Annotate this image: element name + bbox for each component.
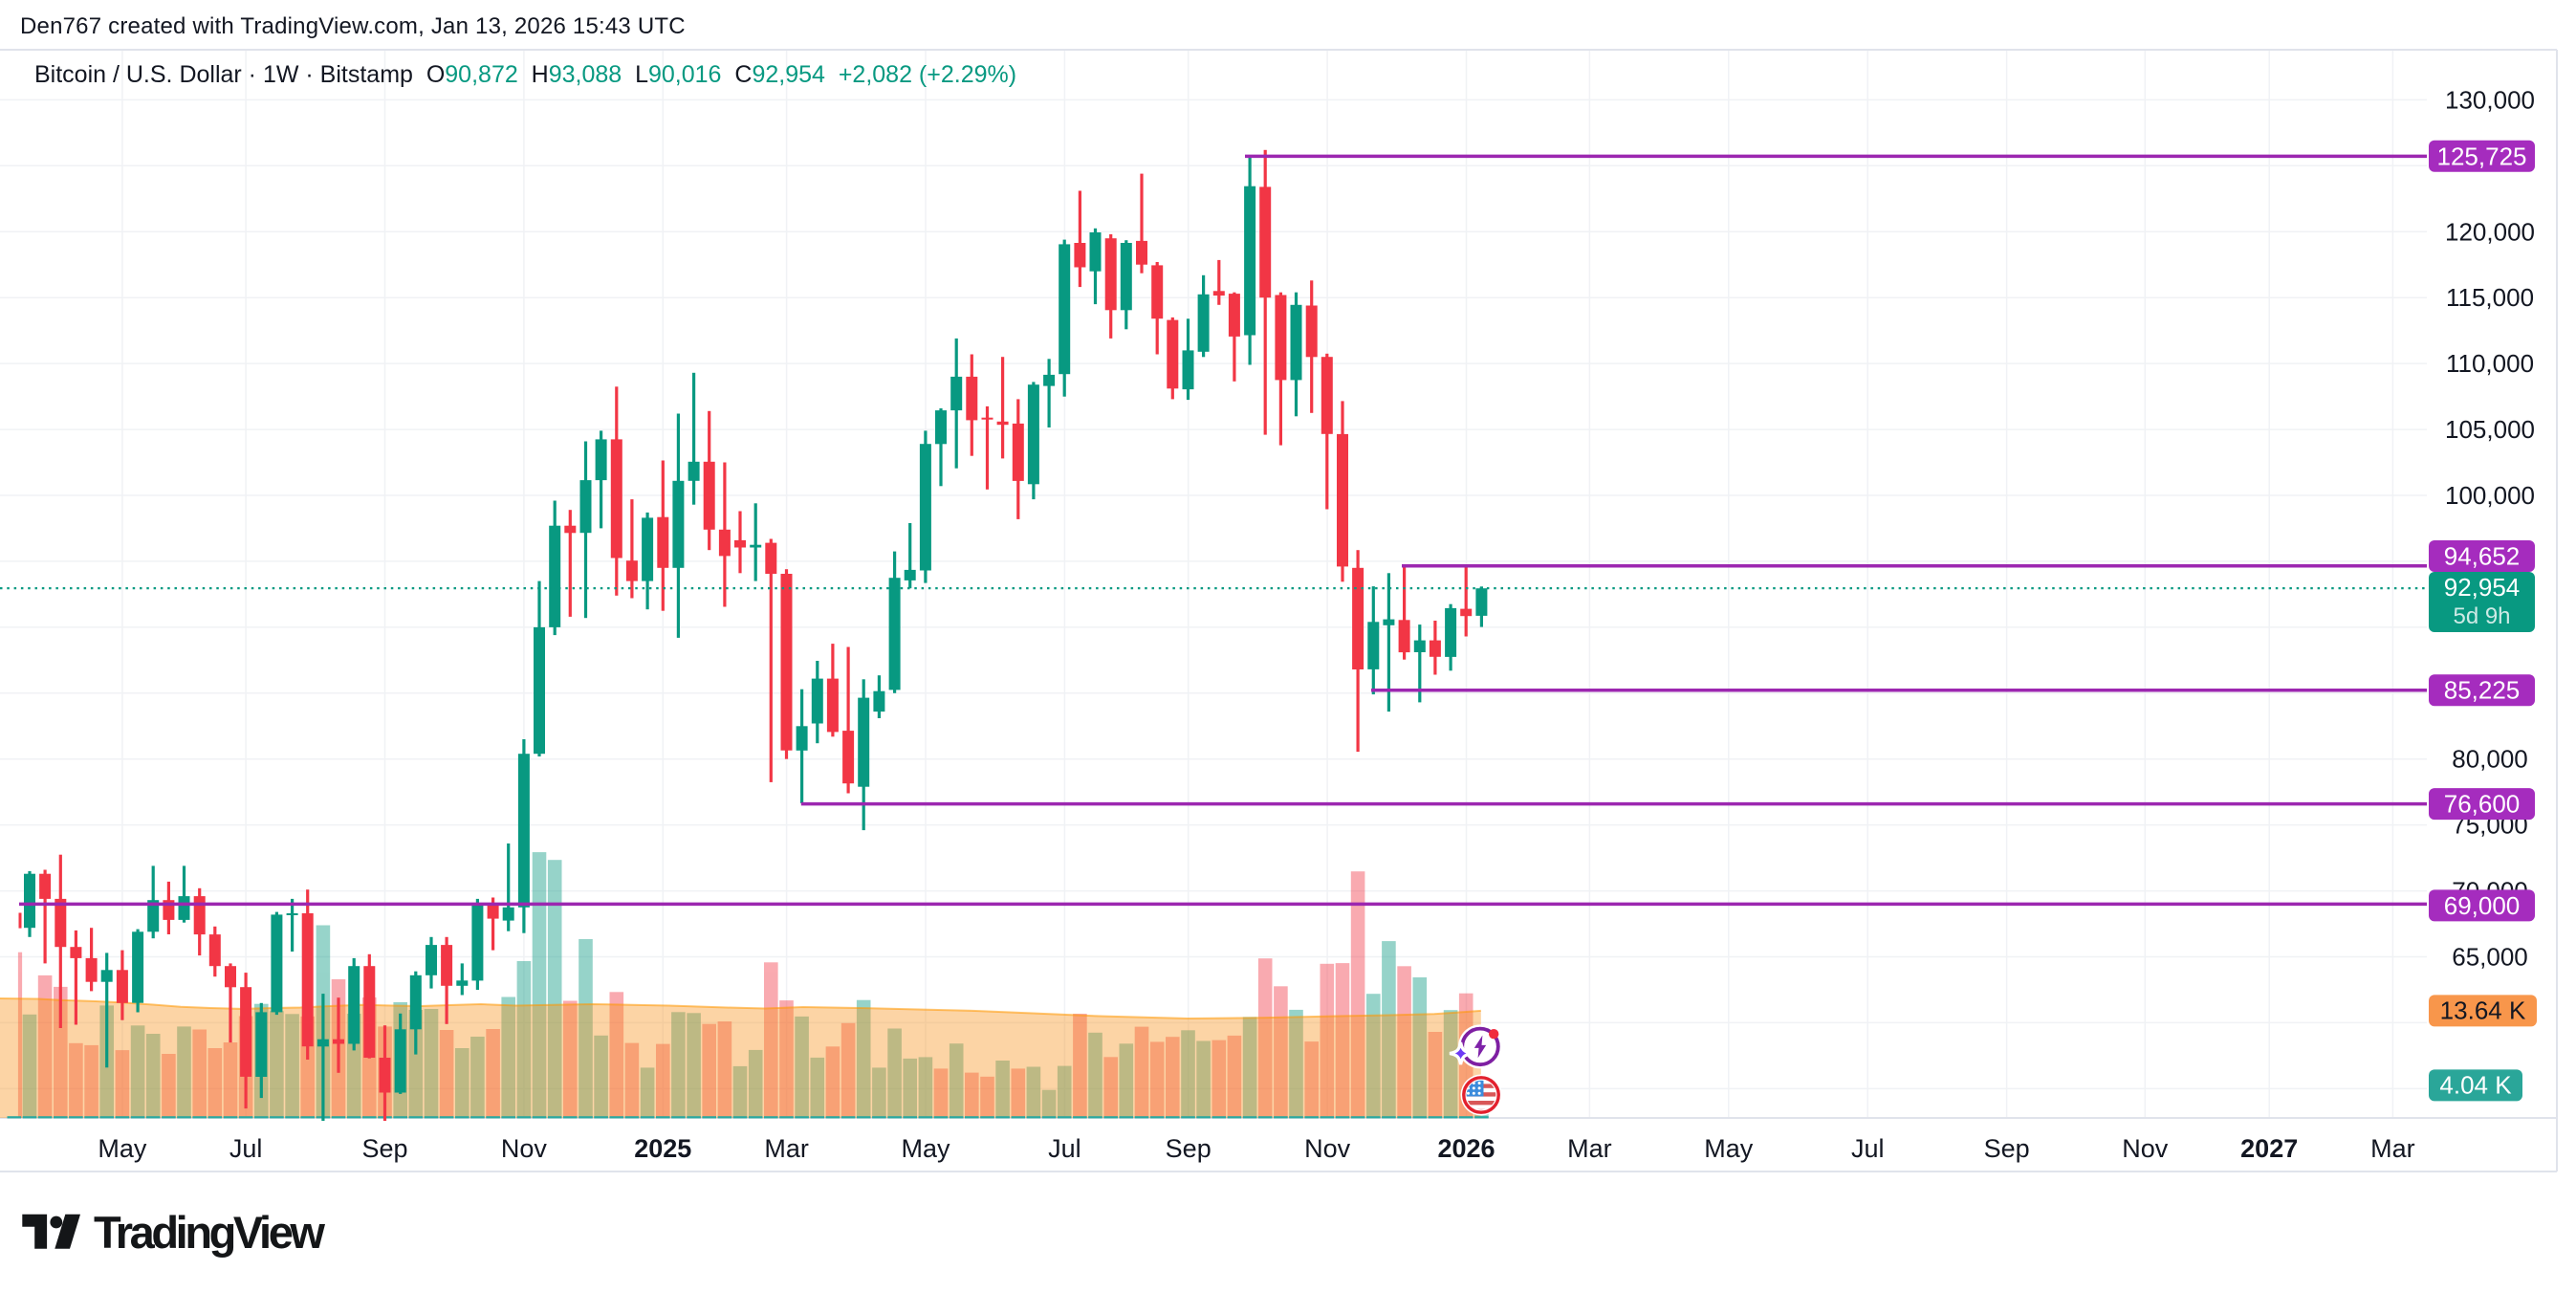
svg-text:Sep: Sep — [361, 1134, 407, 1163]
svg-text:125,725: 125,725 — [2437, 142, 2527, 170]
svg-text:115,000: 115,000 — [2446, 283, 2534, 312]
svg-text:4.04 K: 4.04 K — [2439, 1070, 2512, 1099]
svg-text:Nov: Nov — [501, 1134, 548, 1163]
svg-text:105,000: 105,000 — [2445, 415, 2535, 444]
svg-text:100,000: 100,000 — [2445, 481, 2535, 510]
svg-text:Jul: Jul — [1851, 1134, 1885, 1163]
svg-text:2025: 2025 — [634, 1134, 691, 1163]
svg-text:May: May — [98, 1134, 147, 1163]
svg-text:69,000: 69,000 — [2444, 891, 2521, 920]
svg-text:13.64 K: 13.64 K — [2440, 996, 2526, 1024]
svg-text:2027: 2027 — [2240, 1134, 2298, 1163]
svg-text:92,954: 92,954 — [2444, 573, 2521, 602]
svg-text:Jul: Jul — [1048, 1134, 1081, 1163]
svg-text:65,000: 65,000 — [2452, 943, 2528, 972]
svg-text:TradingView: TradingView — [94, 1207, 325, 1258]
svg-text:Mar: Mar — [2370, 1134, 2415, 1163]
svg-text:5d 9h: 5d 9h — [2453, 603, 2510, 629]
svg-text:Nov: Nov — [2122, 1134, 2169, 1163]
svg-text:Sep: Sep — [1166, 1134, 1212, 1163]
svg-text:May: May — [901, 1134, 950, 1163]
svg-text:2026: 2026 — [1437, 1134, 1495, 1163]
svg-text:76,600: 76,600 — [2444, 790, 2521, 819]
svg-text:Jul: Jul — [229, 1134, 263, 1163]
svg-text:Mar: Mar — [764, 1134, 809, 1163]
svg-text:85,225: 85,225 — [2444, 676, 2521, 705]
svg-text:120,000: 120,000 — [2445, 217, 2535, 246]
svg-text:May: May — [1704, 1134, 1754, 1163]
svg-text:Mar: Mar — [1567, 1134, 1612, 1163]
svg-text:110,000: 110,000 — [2446, 349, 2534, 378]
svg-text:Sep: Sep — [1984, 1134, 2030, 1163]
svg-text:80,000: 80,000 — [2452, 745, 2528, 774]
svg-text:130,000: 130,000 — [2445, 85, 2535, 114]
svg-text:Nov: Nov — [1304, 1134, 1351, 1163]
svg-text:94,652: 94,652 — [2444, 542, 2521, 571]
